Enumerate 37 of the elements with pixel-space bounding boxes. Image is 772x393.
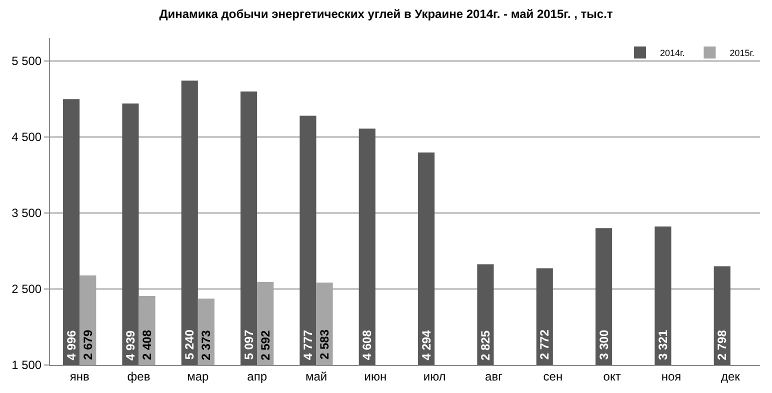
x-tick-label: ноя <box>661 369 682 384</box>
data-label: 4 996 <box>64 330 78 360</box>
y-tick-label: 2 500 <box>12 282 42 296</box>
x-tick-label: май <box>305 369 328 384</box>
y-tick-label: 1 500 <box>12 358 42 372</box>
data-label: 2 825 <box>478 330 492 360</box>
x-tick-label: дек <box>720 369 741 384</box>
data-label: 3 300 <box>596 329 611 360</box>
x-tick-label: сен <box>543 369 563 384</box>
data-label: 2 592 <box>258 330 272 360</box>
data-label: 2 772 <box>538 329 552 360</box>
x-tick-label: фев <box>127 369 150 384</box>
x-tick-label: янв <box>70 369 90 384</box>
chart-title: Динамика добычи энергетических углей в Украине 2014г. - май 2015г. , тыс.т <box>159 7 613 22</box>
data-label: 4 294 <box>419 330 434 360</box>
data-label: 4 777 <box>300 330 315 360</box>
data-label: 2 679 <box>80 330 95 360</box>
data-label: 3 321 <box>656 330 670 360</box>
data-label: 4 608 <box>360 330 374 360</box>
legend-label: 2015г. <box>730 48 754 58</box>
x-tick-label: апр <box>247 369 268 384</box>
x-tick-label: мар <box>187 369 210 384</box>
data-label: 2 373 <box>199 330 214 360</box>
data-label: 5 097 <box>242 329 256 360</box>
data-label: 2 798 <box>715 330 730 360</box>
x-tick-label: июл <box>423 369 446 384</box>
y-tick-label: 4 500 <box>12 130 42 144</box>
y-tick-label: 3 500 <box>12 206 42 220</box>
x-tick-label: окт <box>603 369 622 384</box>
data-label: 2 583 <box>318 329 332 360</box>
data-label: 4 939 <box>123 330 138 360</box>
y-tick-label: 5 500 <box>12 54 42 68</box>
legend-label: 2014г. <box>660 48 685 58</box>
data-label: 5 240 <box>182 329 197 360</box>
x-tick-label: июн <box>364 369 387 384</box>
x-tick-label: авг <box>485 369 504 384</box>
data-label: 2 408 <box>140 330 154 360</box>
